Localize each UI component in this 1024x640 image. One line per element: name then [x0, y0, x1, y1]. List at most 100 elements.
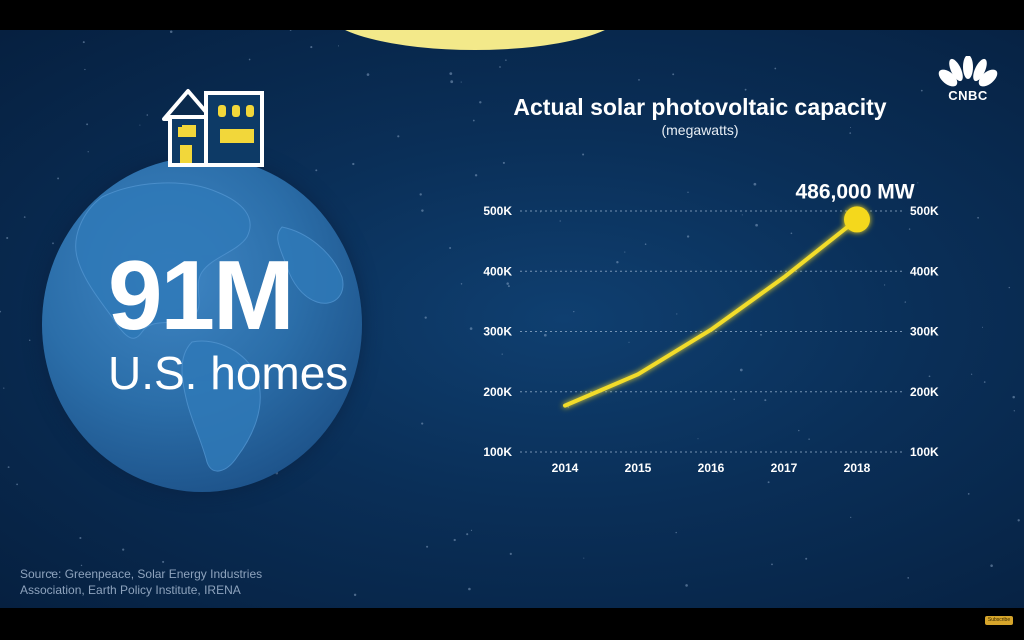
star: [479, 101, 482, 104]
star: [908, 228, 911, 230]
star: [450, 80, 454, 84]
star: [146, 114, 149, 116]
star: [506, 282, 509, 285]
y-tick-label-right: 500K: [910, 204, 939, 218]
star: [82, 41, 85, 44]
star: [675, 531, 677, 534]
star: [421, 209, 424, 212]
headline-caption: U.S. homes: [108, 347, 349, 399]
star: [474, 174, 478, 177]
subscribe-button[interactable]: Subscribe: [985, 616, 1013, 625]
star: [764, 399, 767, 402]
y-tick-label-left: 100K: [483, 445, 512, 459]
y-tick-label-left: 500K: [483, 204, 512, 218]
star: [248, 58, 251, 61]
star: [917, 182, 919, 184]
star: [686, 235, 690, 238]
star: [771, 563, 773, 566]
star: [850, 516, 852, 519]
x-tick-label: 2016: [698, 461, 725, 475]
star: [967, 493, 970, 495]
source-note: Source: Greenpeace, Solar Energy Industr…: [20, 567, 263, 597]
line-chart: 100K 100K 200K 200K 300K 300K 400K 400K 500K 500K…: [483, 180, 939, 475]
star: [739, 368, 743, 372]
star: [502, 161, 505, 164]
star: [509, 552, 512, 556]
star: [685, 584, 688, 587]
star: [79, 536, 82, 540]
star: [1017, 519, 1020, 522]
star: [449, 247, 452, 249]
star: [755, 223, 758, 227]
star: [672, 73, 675, 76]
series-line: [563, 217, 859, 408]
star: [697, 438, 699, 440]
star: [424, 316, 427, 319]
brand-name: CNBC: [948, 88, 988, 103]
star: [717, 472, 719, 474]
y-tick-label-left: 200K: [483, 385, 512, 399]
y-tick-label-right: 200K: [910, 385, 939, 399]
star: [397, 135, 400, 138]
end-point-marker: [844, 206, 870, 233]
star: [539, 211, 541, 213]
star: [460, 283, 463, 285]
star: [507, 285, 510, 288]
star: [692, 126, 694, 129]
star: [352, 162, 355, 166]
star: [741, 214, 743, 216]
star: [52, 242, 54, 245]
star: [162, 560, 165, 563]
star: [80, 564, 83, 567]
chart-subtitle: (megawatts): [661, 122, 739, 138]
x-tick-label: 2014: [552, 461, 579, 475]
star: [907, 577, 910, 579]
star: [86, 123, 89, 126]
star: [583, 557, 585, 559]
star: [449, 72, 453, 75]
star: [466, 533, 469, 536]
x-tick-label: 2018: [844, 461, 871, 475]
star: [289, 30, 292, 31]
star: [49, 571, 53, 575]
star: [977, 216, 979, 219]
peacock-icon: [938, 56, 998, 87]
star: [460, 81, 462, 83]
star: [1013, 410, 1015, 412]
star: [501, 353, 503, 355]
star: [16, 483, 18, 486]
star: [598, 105, 601, 108]
star: [884, 284, 886, 286]
star: [470, 529, 473, 531]
star: [687, 191, 689, 193]
star: [808, 438, 810, 440]
x-tick-label: 2017: [771, 461, 798, 475]
earth-globe: [42, 157, 362, 492]
star: [638, 79, 640, 81]
star: [928, 375, 931, 378]
star: [624, 251, 626, 253]
star: [122, 548, 125, 551]
star: [472, 119, 475, 122]
star: [426, 545, 429, 548]
star: [744, 88, 747, 91]
star: [469, 327, 473, 330]
star: [543, 333, 547, 337]
star: [1012, 395, 1015, 399]
star: [667, 107, 670, 110]
star: [3, 387, 5, 389]
star: [0, 310, 2, 313]
x-tick-label: 2015: [625, 461, 652, 475]
star: [644, 243, 647, 245]
star: [798, 429, 800, 432]
continents: [75, 182, 344, 472]
star: [7, 466, 10, 469]
star: [983, 381, 986, 383]
star: [505, 59, 507, 61]
star: [6, 236, 9, 240]
star: [676, 313, 678, 315]
star: [805, 557, 808, 560]
star: [753, 182, 757, 186]
star: [774, 67, 777, 70]
y-tick-label-right: 100K: [910, 445, 939, 459]
